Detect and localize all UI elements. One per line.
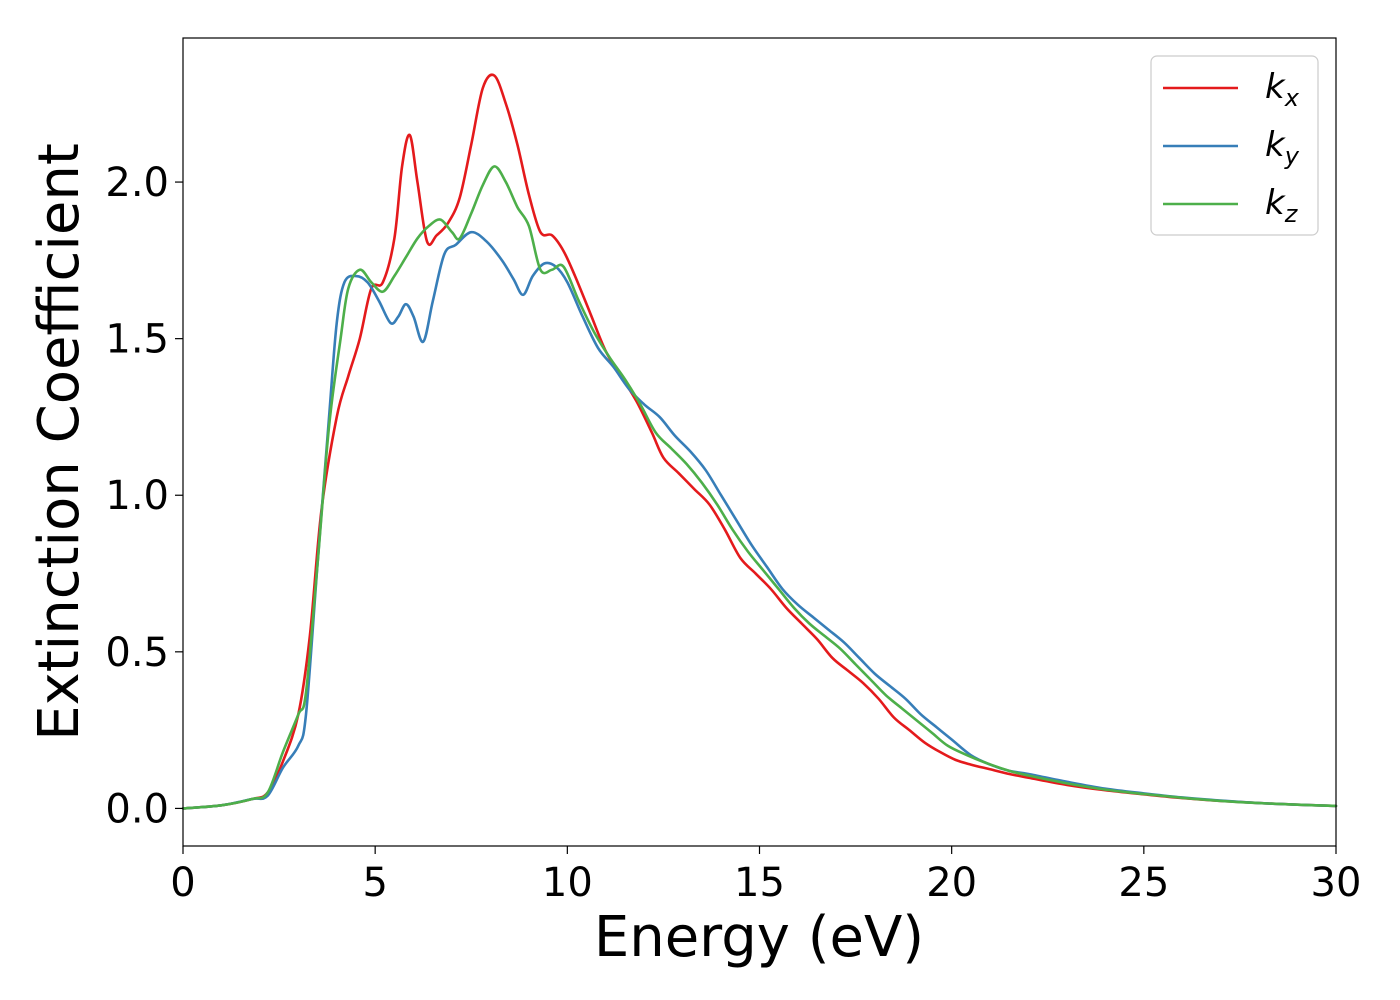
x-tick-label: 0: [170, 860, 195, 906]
x-tick-label: 30: [1311, 860, 1362, 906]
y-axis-label: Extinction Coefficient: [27, 143, 92, 741]
y-tick-label: 2.0: [105, 160, 169, 206]
x-axis-label: Energy (eV): [594, 905, 924, 970]
series-line-kz: [181, 165, 1338, 810]
x-tick-label: 5: [362, 860, 387, 906]
x-tick-label: 15: [734, 860, 785, 906]
y-tick-label: 0.5: [105, 630, 169, 676]
series-layer: [181, 73, 1338, 810]
y-tick-label: 0.0: [105, 786, 169, 832]
y-tick-label: 1.0: [105, 473, 169, 519]
x-tick-label: 20: [926, 860, 977, 906]
x-tick-label: 25: [1118, 860, 1169, 906]
y-axis-ticks: 0.0 0.5 1.0 1.5 2.0: [105, 160, 183, 832]
x-tick-label: 10: [542, 860, 593, 906]
y-tick-label: 1.5: [105, 317, 169, 363]
legend-label-ky: ky: [1265, 125, 1300, 170]
x-axis-ticks: 0 5 10 15 20 25 30: [170, 846, 1361, 906]
series-line-ky: [181, 230, 1338, 810]
legend-label-kx: kx: [1265, 67, 1300, 112]
